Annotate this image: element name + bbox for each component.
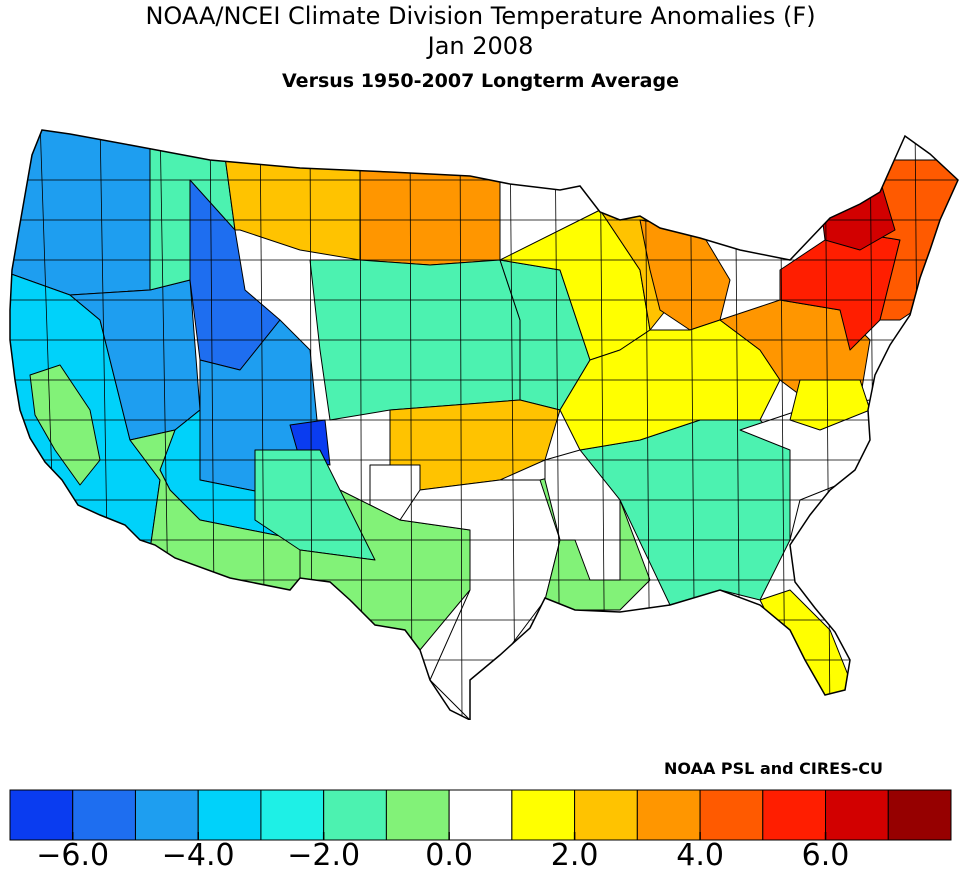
legend-tick-labels: −6.0 −4.0 −2.0 0.0 2.0 4.0 6.0 [0,838,961,878]
legend-swatch [197,789,262,841]
region-florida[interactable] [759,589,851,701]
credit-text: NOAA PSL and CIRES-CU [664,759,883,778]
legend-tick-label: 4.0 [676,838,724,873]
map-title: NOAA/NCEI Climate Division Temperature A… [145,2,816,30]
legend-swatch [636,789,701,841]
legend-swatch [511,789,576,841]
division-boundaries [10,130,958,720]
legend-tick-label: 0.0 [425,838,473,873]
region-dakotas[interactable] [359,120,501,266]
legend-tick-label: −6.0 [36,838,110,873]
map-period: Jan 2008 [427,32,534,60]
legend-swatch [260,789,325,841]
region-central-valley[interactable] [29,364,101,486]
map-subtitle: Versus 1950-2007 Longterm Average [282,70,679,92]
legend-swatch [762,789,827,841]
legend-swatch [134,789,199,841]
legend-tick-label: −4.0 [161,838,235,873]
map-svg [9,120,959,722]
legend-swatch [699,789,764,841]
us-climate-division-map [0,120,961,724]
legend-swatch [385,789,450,841]
us-outline [9,129,959,722]
legend-swatch [825,789,889,841]
legend-tick-label: 6.0 [801,838,850,873]
legend-swatch [887,789,952,841]
legend-swatch [72,789,136,841]
legend-tick-label: −2.0 [287,838,361,873]
legend-swatch [448,789,513,841]
legend-tick-label: 2.0 [550,838,599,873]
legend-swatch [323,789,387,841]
legend-bar [9,789,952,841]
legend-swatch [574,789,638,841]
color-legend [0,785,961,849]
legend-swatch [9,789,74,841]
